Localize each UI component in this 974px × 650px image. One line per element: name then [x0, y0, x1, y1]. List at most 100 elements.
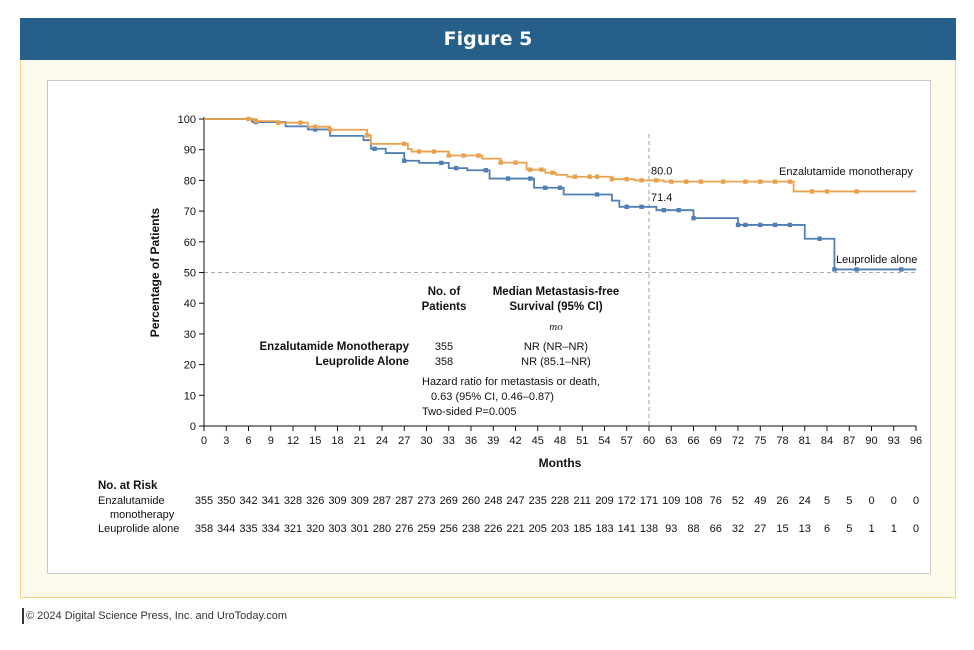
x-axis-label: Months — [539, 456, 582, 470]
x-tick-label: 96 — [910, 435, 922, 447]
at-risk-value: 287 — [373, 495, 391, 507]
censor-mark-enzalutamide — [639, 178, 644, 183]
y-tick-label: 10 — [184, 390, 196, 402]
censor-mark-enzalutamide — [364, 133, 370, 138]
at-risk-value: 13 — [799, 523, 811, 535]
censor-mark-enzalutamide — [550, 170, 555, 175]
censor-mark-leuprolide — [898, 267, 904, 272]
x-tick-label: 27 — [398, 435, 410, 447]
censor-mark-enzalutamide — [624, 176, 629, 182]
censor-mark-leuprolide — [313, 127, 318, 132]
inset-row-n: 355 — [435, 341, 453, 353]
at-risk-value: 320 — [306, 523, 324, 535]
at-risk-value: 205 — [529, 523, 547, 535]
at-risk-value: 138 — [640, 523, 658, 535]
censor-mark-enzalutamide — [528, 167, 533, 172]
censor-mark-enzalutamide — [772, 179, 778, 184]
censor-mark-leuprolide — [676, 207, 681, 213]
at-risk-value: 335 — [239, 523, 257, 535]
at-risk-value: 260 — [462, 495, 480, 507]
x-tick-label: 75 — [754, 435, 766, 447]
censor-mark-enzalutamide — [809, 189, 815, 194]
y-tick-label: 40 — [184, 298, 196, 310]
inset-col2-header-line2: Survival (95% CI) — [509, 301, 602, 313]
at-risk-value: 355 — [195, 495, 213, 507]
censor-mark-leuprolide — [691, 215, 696, 221]
y-tick-label: 50 — [184, 268, 196, 280]
at-risk-value: 1 — [891, 523, 897, 535]
censor-mark-leuprolide — [528, 176, 533, 181]
figure-title: Figure 5 — [443, 28, 533, 50]
censor-mark-leuprolide — [854, 267, 859, 272]
x-tick-label: 42 — [509, 435, 521, 447]
hazard-ratio-line: Two-sided P=0.005 — [422, 406, 516, 418]
at-risk-value: 49 — [754, 495, 766, 507]
censor-mark-enzalutamide — [572, 174, 578, 179]
at-risk-value: 203 — [551, 523, 569, 535]
censor-mark-enzalutamide — [498, 160, 503, 165]
y-tick-label: 90 — [184, 145, 196, 157]
censor-mark-enzalutamide — [654, 178, 659, 183]
x-tick-label: 18 — [331, 435, 343, 447]
y-tick-label: 60 — [184, 237, 196, 249]
at-risk-value: 309 — [328, 495, 346, 507]
censor-mark-enzalutamide — [402, 141, 407, 147]
censor-mark-enzalutamide — [594, 174, 600, 179]
x-tick-label: 21 — [354, 435, 366, 447]
x-tick-label: 78 — [776, 435, 788, 447]
at-risk-value: 276 — [395, 523, 413, 535]
censor-mark-leuprolide — [772, 222, 778, 228]
y-tick-label: 100 — [178, 114, 196, 126]
x-tick-label: 90 — [865, 435, 877, 447]
at-risk-value: 26 — [776, 495, 788, 507]
censor-mark-enzalutamide — [683, 179, 689, 184]
at-risk-value: 301 — [351, 523, 369, 535]
at-risk-value: 269 — [440, 495, 458, 507]
censor-mark-leuprolide — [758, 222, 763, 228]
at-risk-value: 235 — [529, 495, 547, 507]
censor-mark-enzalutamide — [824, 189, 830, 194]
at-risk-value: 228 — [551, 495, 569, 507]
x-tick-label: 66 — [687, 435, 699, 447]
at-risk-row-label: Leuprolide alone — [98, 523, 179, 535]
censor-mark-enzalutamide — [720, 179, 726, 184]
x-tick-label: 36 — [465, 435, 477, 447]
censor-mark-enzalutamide — [854, 189, 859, 194]
series-label-enzalutamide: Enzalutamide monotherapy — [779, 166, 913, 178]
x-tick-label: 30 — [420, 435, 432, 447]
censor-mark-leuprolide — [787, 222, 793, 228]
at-risk-value: 0 — [913, 495, 919, 507]
at-risk-value: 141 — [618, 523, 636, 535]
x-tick-label: 60 — [643, 435, 655, 447]
x-tick-label: 0 — [201, 435, 207, 447]
at-risk-value: 76 — [710, 495, 722, 507]
at-risk-value: 211 — [573, 495, 591, 507]
censor-mark-leuprolide — [735, 222, 741, 228]
censor-mark-enzalutamide — [476, 153, 481, 158]
at-risk-value: 183 — [595, 523, 613, 535]
censor-mark-leuprolide — [505, 176, 511, 181]
at-risk-value: 221 — [506, 523, 524, 535]
at-risk-value: 185 — [573, 523, 591, 535]
censor-mark-leuprolide — [557, 185, 563, 190]
at-risk-value: 358 — [195, 523, 213, 535]
at-risk-value: 172 — [618, 495, 636, 507]
censor-mark-enzalutamide — [587, 174, 592, 179]
inset-col2-header-line1: Median Metastasis-free — [493, 286, 620, 298]
at-risk-value: 287 — [395, 495, 413, 507]
at-risk-value: 321 — [284, 523, 302, 535]
x-tick-label: 69 — [710, 435, 722, 447]
at-risk-value: 344 — [217, 523, 235, 535]
censor-mark-leuprolide — [594, 192, 600, 197]
at-risk-value: 93 — [665, 523, 677, 535]
censor-mark-enzalutamide — [669, 179, 674, 184]
censor-mark-enzalutamide — [313, 124, 318, 129]
at-risk-value: 32 — [732, 523, 744, 535]
at-risk-value: 0 — [868, 495, 874, 507]
at-risk-value: 27 — [754, 523, 766, 535]
x-tick-label: 9 — [268, 435, 274, 447]
at-risk-value: 88 — [687, 523, 699, 535]
at-risk-value: 342 — [239, 495, 257, 507]
annotation-leuprolide-60mo: 71.4 — [651, 192, 672, 204]
